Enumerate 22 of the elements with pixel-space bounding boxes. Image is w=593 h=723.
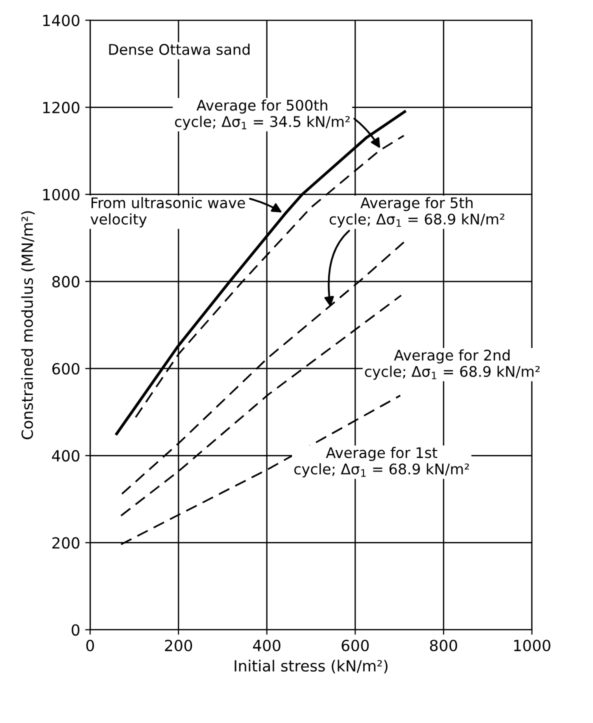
x-tick-label: 600 xyxy=(342,640,369,652)
annotation: Average for 1st cycle; Δσ$_{1}$ = 68.9 kN/m² xyxy=(294,446,469,478)
annotation: Average for 2nd cycle; Δσ$_{1}$ = 68.9 kN/m² xyxy=(364,349,540,380)
x-tick-label: 400 xyxy=(253,640,280,652)
x-tick-label: 0 xyxy=(86,640,94,652)
x-tick-label: 800 xyxy=(430,640,458,652)
x-axis-title: Initial stress (kN/m²) xyxy=(234,660,388,674)
y-tick-label: 1200 xyxy=(43,102,80,114)
annotation: Dense Ottawa sand xyxy=(109,44,250,55)
y-tick-label: 1000 xyxy=(43,188,80,200)
annotation: Average for 5th cycle; Δσ$_{1}$ = 68.9 kN/m² xyxy=(330,196,504,228)
y-tick-label: 800 xyxy=(52,276,80,288)
y-tick-label: 600 xyxy=(52,362,80,375)
y-tick-label: 200 xyxy=(52,537,80,549)
x-tick-label: 200 xyxy=(165,640,192,652)
y-axis-title: Constrained modulus (MN/m²) xyxy=(21,211,35,440)
y-tick-label: 0 xyxy=(72,624,80,636)
y-tick-label: 1400 xyxy=(43,14,80,26)
annotation: Average for 500th cycle; Δσ$_{1}$ = 34.5 kN/m² xyxy=(175,99,350,130)
y-tick-label: 400 xyxy=(52,450,80,462)
annotation: From ultrasonic wave velocity xyxy=(90,197,245,228)
x-tick-label: 1000 xyxy=(514,640,550,652)
